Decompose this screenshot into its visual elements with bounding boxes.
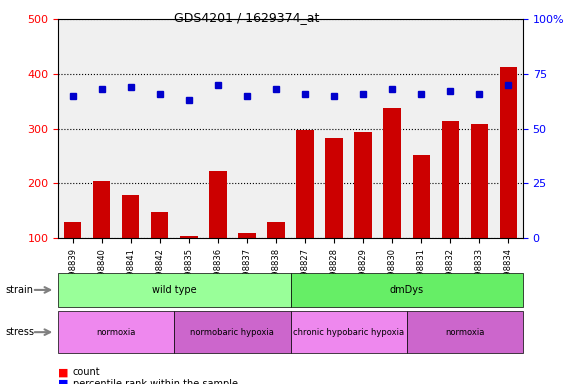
Text: dmDys: dmDys [390,285,424,295]
Text: count: count [73,367,101,377]
Text: ■: ■ [58,367,69,377]
Bar [267,222,285,293]
Text: normobaric hypoxia: normobaric hypoxia [191,328,274,337]
Bar [180,236,198,293]
Text: strain: strain [6,285,34,295]
Text: GDS4201 / 1629374_at: GDS4201 / 1629374_at [174,12,320,25]
Text: ■: ■ [58,379,69,384]
Bar [238,233,256,293]
Bar [471,124,488,293]
Text: wild type: wild type [152,285,196,295]
Text: stress: stress [6,327,35,337]
Text: percentile rank within the sample: percentile rank within the sample [73,379,238,384]
Bar [122,195,139,293]
Bar [383,108,401,293]
Text: chronic hypobaric hypoxia: chronic hypobaric hypoxia [293,328,404,337]
Bar [442,121,459,293]
Bar [325,139,343,293]
Text: normoxia: normoxia [445,328,485,337]
Bar [413,155,430,293]
Bar [93,181,110,293]
Bar [354,132,372,293]
Bar [64,222,81,293]
Text: normoxia: normoxia [96,328,136,337]
Bar [500,67,517,293]
Bar [151,212,168,293]
Bar [209,171,227,293]
Bar [296,130,314,293]
